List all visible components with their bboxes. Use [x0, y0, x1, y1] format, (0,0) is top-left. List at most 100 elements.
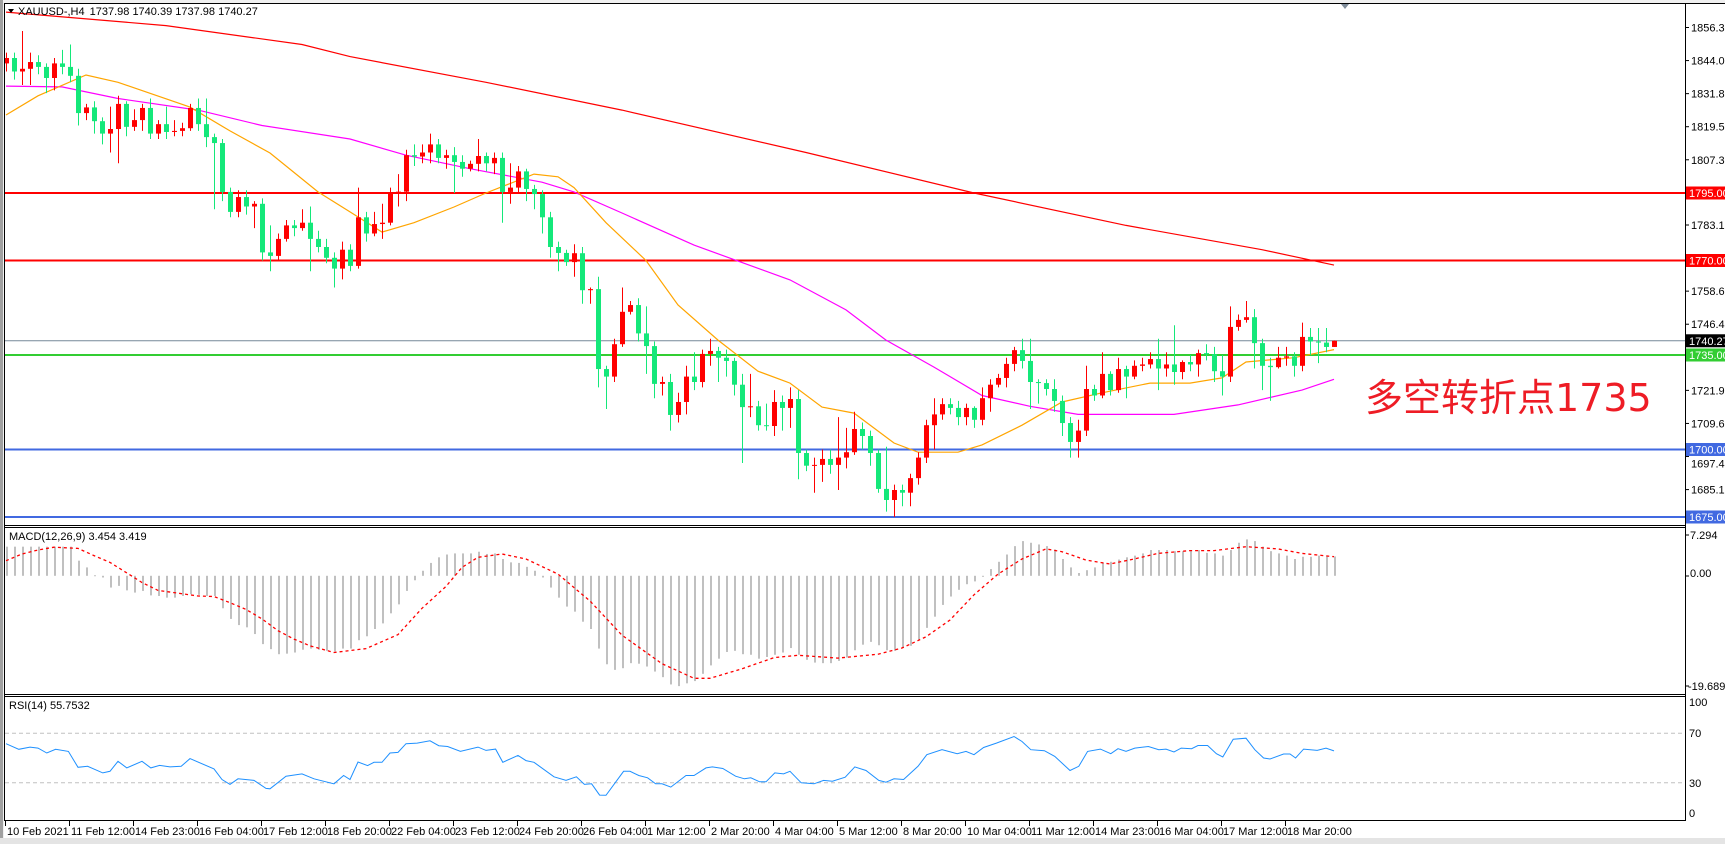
time-tick-label: 1 Mar 12:00 [647, 826, 706, 838]
candle [1300, 322, 1305, 372]
candle [316, 230, 321, 253]
candle-body [92, 107, 97, 122]
macd-histogram-bar [798, 575, 800, 655]
candle [980, 387, 985, 426]
macd-histogram-bar [950, 575, 952, 597]
chart-shift-marker-icon[interactable] [1341, 4, 1349, 9]
macd-pane[interactable] [5, 539, 1336, 687]
macd-histogram-bar [166, 575, 168, 598]
candle [532, 184, 537, 210]
time-tick-label: 5 Mar 12:00 [839, 826, 898, 838]
macd-histogram-bar [542, 575, 544, 578]
candle [492, 152, 497, 175]
candle-body [308, 222, 313, 239]
candle-body [1116, 369, 1121, 391]
macd-histogram-bar [1014, 546, 1016, 576]
macd-histogram-bar [390, 575, 392, 614]
candle [548, 211, 553, 258]
candle [84, 103, 89, 121]
candle-body [1260, 343, 1265, 366]
candle [524, 168, 529, 202]
candle [1100, 352, 1105, 399]
candle [1244, 301, 1249, 323]
macd-histogram-bar [518, 562, 520, 576]
candle [604, 365, 609, 409]
candle [956, 400, 961, 426]
candle-body [1228, 326, 1233, 377]
bottom-scrollbar-area[interactable] [0, 838, 1725, 844]
candle [1316, 328, 1321, 364]
window-left-edge [0, 0, 3, 844]
macd-histogram-bar [1286, 555, 1288, 576]
macd-histogram-bar [318, 575, 320, 650]
time-tick-label: 14 Feb 23:00 [135, 826, 200, 838]
candle-body [860, 428, 865, 436]
candle [388, 187, 393, 226]
rsi-pane[interactable] [5, 732, 1685, 796]
candle-body [716, 350, 721, 358]
candle-body [380, 222, 385, 225]
candle-body [1276, 357, 1281, 368]
candle-body [180, 128, 185, 131]
candle-body [212, 137, 217, 144]
candle [204, 98, 209, 148]
macd-histogram-bar [438, 557, 440, 576]
macd-histogram-bar [1294, 559, 1296, 576]
candle [668, 373, 673, 431]
candle [156, 120, 161, 139]
candle-body [444, 155, 449, 158]
candle-body [84, 107, 89, 114]
candle [1228, 306, 1233, 382]
time-tick-label: 11 Mar 12:00 [1031, 826, 1095, 838]
candle-body [660, 382, 665, 384]
price-axis[interactable]: 1856.30 1844.05 1831.80 1819.55 1807.30 1783.… [1685, 22, 1725, 524]
candle [260, 198, 265, 261]
macd-histogram-bar [894, 575, 896, 651]
candle [12, 52, 17, 80]
candle-body [796, 399, 801, 454]
time-axis[interactable]: 10 Feb 2021 11 Feb 12:00 14 Feb 23:00 16 Fe… [5, 821, 1352, 838]
candle-body [1324, 342, 1329, 347]
macd-histogram-bar [494, 553, 496, 576]
candle-body [268, 252, 273, 256]
macd-histogram-bar [286, 575, 288, 654]
macd-histogram-bar [22, 546, 24, 576]
candle [868, 430, 873, 466]
macd-histogram-bar [1246, 539, 1248, 576]
candle-body [1012, 350, 1017, 364]
symbol-menu-triangle-icon[interactable] [8, 9, 14, 13]
candle [796, 390, 801, 480]
macd-histogram-bar [310, 575, 312, 649]
candle-body [36, 62, 41, 67]
candle [172, 120, 177, 137]
level-box-1675.00 [1686, 510, 1725, 524]
level-label-1700.00: 1700.00 [1689, 445, 1725, 457]
candle-body [100, 121, 105, 134]
candle-body [548, 217, 553, 247]
candle-body [12, 58, 17, 72]
candle-body [772, 401, 777, 427]
macd-histogram-bar [358, 575, 360, 641]
candle [1108, 371, 1113, 396]
pivot-annotation-text[interactable]: 多空转折点1735 [1365, 376, 1652, 420]
candle [1060, 395, 1065, 436]
candle [780, 395, 785, 431]
rsi-label: RSI(14) 55.7532 [9, 700, 90, 712]
rsi-line [5, 735, 1335, 796]
candle-body [492, 157, 497, 164]
pane-borders [4, 3, 1725, 821]
main-price-pane[interactable] [4, 11, 1685, 518]
candle [444, 149, 449, 169]
level-label-1735.00: 1735.00 [1689, 350, 1725, 362]
candle [1116, 357, 1121, 393]
macd-histogram-bar [174, 575, 176, 598]
macd-histogram-bar [1238, 542, 1240, 576]
candle-body [420, 152, 425, 157]
candle-body [412, 155, 417, 157]
macd-histogram-bar [382, 575, 384, 624]
level-label-1795.00: 1795.00 [1689, 188, 1725, 200]
macd-histogram-bar [1142, 553, 1144, 576]
candle-body [780, 401, 785, 408]
candle-body [836, 457, 841, 465]
